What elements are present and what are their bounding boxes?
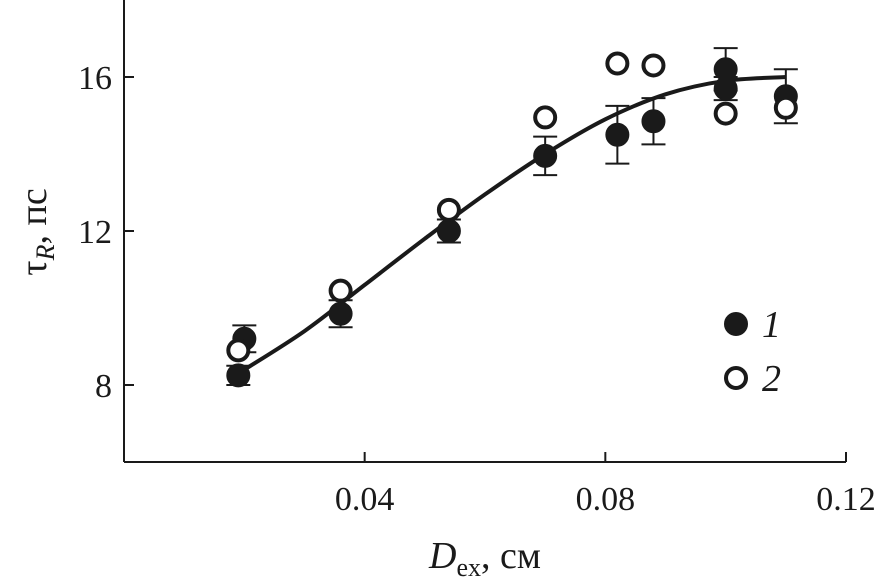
series-2-point	[605, 51, 630, 76]
series-1-point	[436, 219, 461, 243]
legend-label-1: 1	[762, 304, 781, 346]
axes	[123, 0, 847, 463]
legend-marker-1	[724, 312, 748, 336]
x-axis-label: Dex, см	[428, 535, 541, 580]
legend-marker-2	[724, 366, 748, 390]
y-axis-label-group: τR, пс	[13, 188, 60, 275]
x-tick-label: 0.04	[335, 481, 395, 518]
fit-curve-group	[237, 75, 786, 376]
y-axis-label: τR, пс	[13, 188, 60, 275]
y-tick-label: 16	[78, 60, 112, 97]
y-tick-label: 8	[95, 368, 112, 405]
series-2-point	[713, 101, 738, 126]
series-2-point	[328, 278, 353, 303]
series-1-point	[328, 301, 353, 326]
x-tick-label: 0.08	[576, 481, 636, 518]
series-1-point	[641, 109, 666, 134]
legend: 12	[724, 304, 781, 400]
data-markers	[226, 47, 798, 388]
series-1-point	[713, 76, 738, 101]
x-tick-label: 0.12	[816, 481, 876, 518]
series-1-point	[533, 143, 558, 168]
series-2-point	[641, 53, 666, 78]
series-2-point	[533, 105, 558, 130]
series-1-point	[605, 122, 630, 147]
series-2-point	[436, 197, 461, 222]
series-2-point	[773, 95, 798, 120]
fit-curve	[237, 75, 786, 376]
axis-labels: Dex, см τR, пс	[13, 188, 541, 580]
y-tick-label: 12	[78, 214, 112, 251]
series-2-point	[226, 338, 251, 363]
legend-label-2: 2	[762, 358, 781, 400]
series-1-point	[226, 363, 251, 388]
